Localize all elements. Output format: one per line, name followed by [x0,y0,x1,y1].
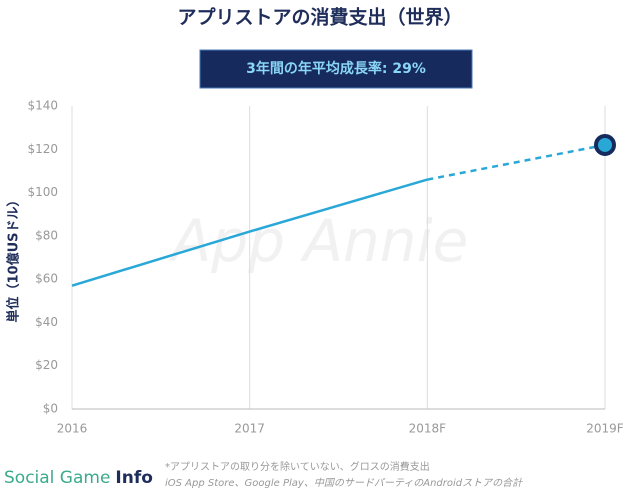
x-tick-label: 2016 [57,422,88,436]
y-tick-label: $80 [35,228,58,242]
x-tick-label: 2017 [234,422,265,436]
y-tick-label: $120 [27,142,58,156]
y-tick-label: $140 [27,99,58,113]
watermark: App Annie [168,207,469,275]
x-tick-label: 2018F [409,422,447,436]
subtitle: 3年間の年平均成長率: 29% [246,60,426,77]
logo-part: Social Game [4,468,110,488]
series-line [71,178,428,287]
point-marker [594,133,616,156]
y-axis-label: 単位（10億USドル） [6,193,22,322]
note: iOS App Store、Google Play、中国のサードパーティのAnd… [165,477,523,489]
y-tick-label: $100 [27,185,58,199]
logo: Social Game Info [4,468,153,488]
series-line [427,143,606,181]
x-tick-label: 2019F [586,422,624,436]
chart-title: アプリストアの消費支出（世界） [177,6,462,29]
y-tick-label: $40 [35,315,58,329]
y-tick-label: $60 [35,272,58,286]
logo-part: Info [115,468,153,488]
y-tick-label: $20 [35,358,58,372]
subtitle-box [199,49,473,89]
note: *アプリストアの取り分を除いていない、グロスの消費支出 [165,460,430,473]
y-tick-label: $0 [43,402,58,416]
